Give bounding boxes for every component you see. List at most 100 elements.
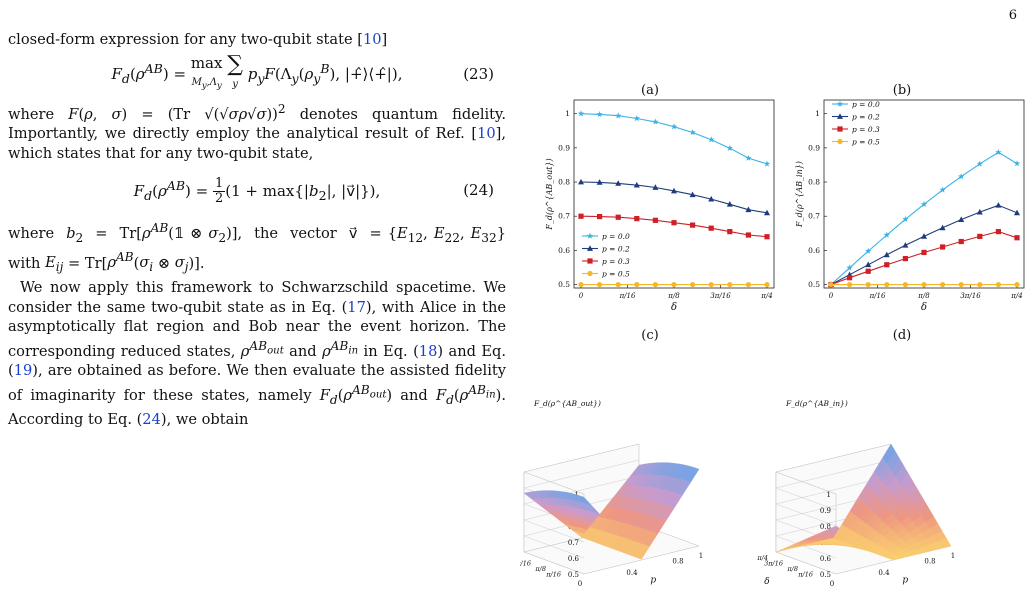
z-tick-label: 0.9 <box>820 507 831 515</box>
x-axis-label: δ <box>671 302 677 313</box>
legend-label: p = 0.5 <box>852 138 880 147</box>
delta-tick-label: π/16 <box>797 571 813 579</box>
legend-label: p = 0.3 <box>852 125 880 134</box>
legend-label: p = 0.0 <box>602 232 630 241</box>
y-tick-label: 0.6 <box>808 246 820 255</box>
panel-label-c: (c) <box>641 328 658 343</box>
data-point <box>634 282 639 287</box>
z-tick-label: 1 <box>827 491 831 499</box>
legend-marker <box>837 139 842 144</box>
data-point <box>689 129 695 135</box>
delta-tick-label: π/8 <box>534 565 546 573</box>
x-axis-label: δ <box>921 302 927 313</box>
data-point <box>634 216 639 221</box>
surface-plot-d: 0.50.60.70.80.9100.40.81pπ/16π/83π/16π/4… <box>756 399 955 588</box>
p-tick-label: 0.8 <box>924 558 935 566</box>
legend-marker <box>837 126 842 131</box>
data-point <box>996 229 1001 234</box>
data-point <box>745 155 751 161</box>
legend-label: p = 0.5 <box>602 270 630 279</box>
data-point <box>866 269 871 274</box>
data-point <box>921 282 926 287</box>
data-point <box>828 282 833 287</box>
delta-axis-label: δ <box>764 577 769 587</box>
data-point <box>903 282 908 287</box>
y-tick-label: 0.7 <box>808 212 820 221</box>
data-point <box>921 250 926 255</box>
eq-ref-18[interactable]: 18 <box>419 343 438 360</box>
series-line <box>831 232 1017 285</box>
x-tick-label: π/4 <box>1010 292 1022 300</box>
data-point <box>652 119 658 125</box>
y-axis-label: F_d(ρ^{AB_out}) <box>545 158 554 230</box>
eq-ref-19[interactable]: 19 <box>14 362 33 379</box>
equation-24-number: (24) <box>463 181 494 201</box>
z-tick-label: 0.6 <box>568 555 580 563</box>
data-point <box>884 252 890 258</box>
data-point <box>653 282 658 287</box>
data-point <box>671 282 676 287</box>
panel-label-b: (b) <box>893 83 911 98</box>
x-tick-label: 3π/16 <box>960 292 981 300</box>
data-point <box>996 282 1001 287</box>
data-point <box>977 282 982 287</box>
p-axis-label: p <box>650 576 656 586</box>
x-tick-label: 0 <box>829 292 834 300</box>
panel-label-a: (a) <box>641 83 659 98</box>
y-tick-label: 0.5 <box>558 280 570 289</box>
data-point <box>995 202 1001 208</box>
data-point <box>746 282 751 287</box>
eq-ref-24[interactable]: 24 <box>142 411 161 428</box>
legend-marker <box>587 271 592 276</box>
p-tick-label: 0.8 <box>672 558 683 566</box>
citation-10b[interactable]: 10 <box>477 125 496 142</box>
paragraph-3: where b2 = Tr[ρAB(𝟙 ⊗ σ2)], the vector v… <box>8 219 506 278</box>
legend-label: p = 0.2 <box>602 245 630 254</box>
citation-10[interactable]: 10 <box>363 31 382 48</box>
data-point <box>959 282 964 287</box>
data-point <box>597 214 602 219</box>
data-point <box>578 110 584 116</box>
equation-23-number: (23) <box>463 65 494 85</box>
data-point <box>727 229 732 234</box>
data-point <box>847 282 852 287</box>
y-tick-label: 0.8 <box>558 178 570 187</box>
z-axis-label: F_d(ρ^{AB_in}) <box>785 399 848 408</box>
data-point <box>764 234 769 239</box>
eq-ref-17[interactable]: 17 <box>347 299 366 316</box>
data-point <box>865 262 871 268</box>
p-tick-label: 0 <box>830 580 834 588</box>
data-point <box>578 282 583 287</box>
series-line <box>581 182 767 213</box>
paragraph-2: where F(ρ, σ) = (Tr √(√σρ√σ))2 denotes q… <box>8 100 506 164</box>
z-tick-label: 0.5 <box>820 571 831 579</box>
x-tick-label: 3π/16 <box>710 292 731 300</box>
data-point <box>709 226 714 231</box>
y-tick-label: 0.9 <box>808 143 820 152</box>
data-point <box>1014 282 1019 287</box>
data-point <box>959 239 964 244</box>
data-point <box>847 275 852 280</box>
data-point <box>764 282 769 287</box>
x-tick-label: 0 <box>579 292 584 300</box>
data-point <box>616 215 621 220</box>
data-point <box>746 232 751 237</box>
y-tick-label: 0.5 <box>808 280 820 289</box>
data-point <box>727 282 732 287</box>
data-point <box>634 115 640 121</box>
x-tick-label: π/8 <box>667 292 680 300</box>
data-point <box>653 218 658 223</box>
y-tick-label: 0.8 <box>808 178 820 187</box>
z-axis-label: F_d(ρ^{AB_out}) <box>533 399 601 408</box>
data-point <box>1014 160 1020 166</box>
series-line <box>831 205 1017 284</box>
data-point <box>866 282 871 287</box>
data-point <box>709 282 714 287</box>
p-tick-label: 1 <box>699 552 703 560</box>
y-tick-label: 0.7 <box>558 212 570 221</box>
data-point <box>671 220 676 225</box>
series-line <box>831 152 1017 284</box>
x-tick-label: π/16 <box>869 292 886 300</box>
